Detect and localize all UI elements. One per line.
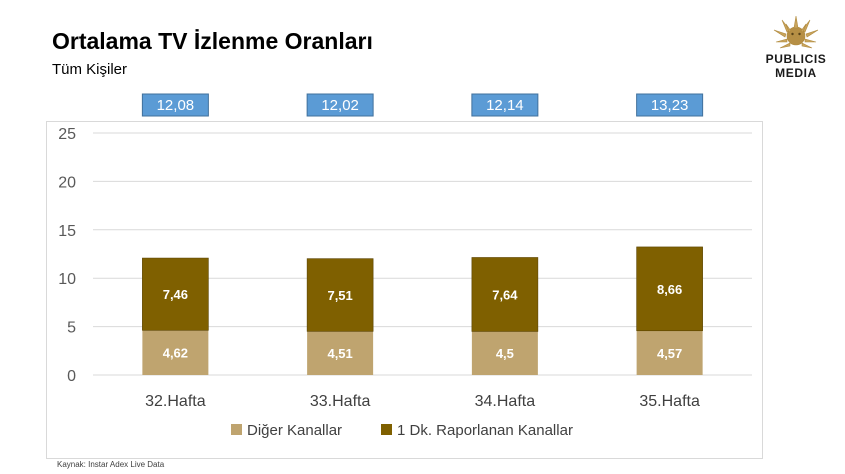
legend-label-diger: Diğer Kanallar (247, 422, 342, 439)
data-label: 7,51 (327, 288, 352, 303)
bar-segment-raporlanan (306, 258, 374, 332)
bar-segment-diger (471, 331, 538, 375)
bar-layer: 4,62 7,46 4,51 7,51 4,5 7,64 4,57 8,66 (142, 246, 703, 375)
y-tick-label: 15 (58, 223, 76, 240)
data-label: 4,51 (327, 346, 352, 361)
total-label: 12,02 (321, 97, 359, 114)
data-label: 8,66 (657, 282, 682, 297)
x-axis-ticks: 32.Hafta 33.Hafta 34.Hafta 35.Hafta (145, 393, 700, 410)
legend-swatch-raporlanan (381, 424, 392, 435)
logo-text-media: MEDIA (775, 66, 817, 80)
x-tick-label: 33.Hafta (310, 393, 371, 410)
publicis-media-logo: PUBLICIS MEDIA (760, 12, 832, 92)
bar-segment-diger (142, 330, 209, 375)
y-tick-label: 25 (58, 126, 76, 143)
legend-label-raporlanan: 1 Dk. Raporlanan Kanallar (397, 422, 573, 439)
x-tick-label: 35.Hafta (639, 393, 700, 410)
x-tick-label: 32.Hafta (145, 393, 206, 410)
chart-subtitle: Tüm Kişiler (52, 61, 128, 78)
bar-segment-raporlanan (636, 246, 703, 332)
total-boxes: 12,08 12,02 12,14 13,23 (141, 93, 704, 117)
total-label: 13,23 (651, 97, 689, 114)
total-box (306, 93, 374, 117)
total-box (141, 93, 209, 117)
chart-title: Ortalama TV İzlenme Oranları (52, 28, 373, 54)
bar-segment-raporlanan (142, 257, 209, 331)
chart-frame (46, 121, 763, 459)
bar-segment-diger (636, 330, 703, 375)
x-tick-label: 34.Hafta (475, 393, 536, 410)
lion-head-icon (773, 15, 819, 49)
data-label: 4,57 (657, 346, 682, 361)
total-label: 12,14 (486, 97, 524, 114)
data-label: 7,46 (163, 287, 188, 302)
logo-text-publicis: PUBLICIS (765, 52, 827, 66)
total-label: 12,08 (157, 97, 195, 114)
data-label: 4,62 (163, 346, 188, 361)
legend: Diğer Kanallar 1 Dk. Raporlanan Kanallar (231, 422, 573, 439)
data-label: 7,64 (492, 287, 518, 302)
legend-swatch-diger (231, 424, 242, 435)
y-tick-label: 0 (67, 368, 76, 385)
bar-segment-raporlanan (471, 257, 539, 332)
total-box (636, 93, 704, 117)
y-axis-ticks: 0 5 10 15 20 25 (58, 126, 76, 385)
data-label: 4,5 (496, 346, 514, 361)
source-note: Kaynak: Instar Adex Live Data (57, 460, 165, 469)
y-tick-label: 20 (58, 174, 76, 191)
bar-segment-diger (307, 331, 374, 375)
total-box (471, 93, 539, 117)
y-tick-label: 5 (67, 320, 76, 337)
y-tick-label: 10 (58, 271, 76, 288)
